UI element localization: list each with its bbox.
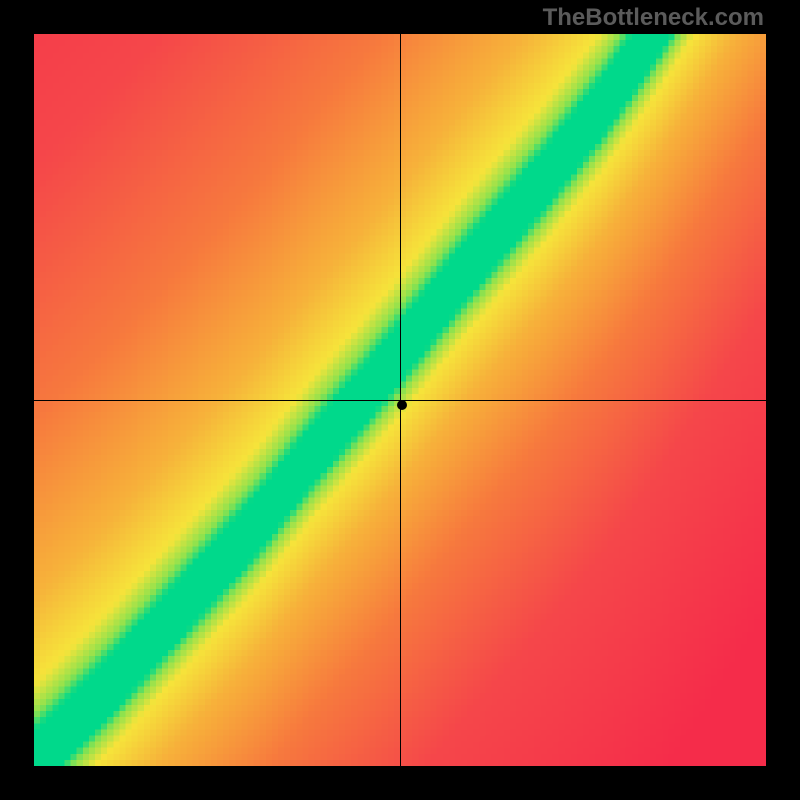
plot-area	[34, 34, 766, 766]
chart-frame: { "watermark": { "text": "TheBottleneck.…	[0, 0, 800, 800]
watermark-text: TheBottleneck.com	[543, 4, 764, 32]
